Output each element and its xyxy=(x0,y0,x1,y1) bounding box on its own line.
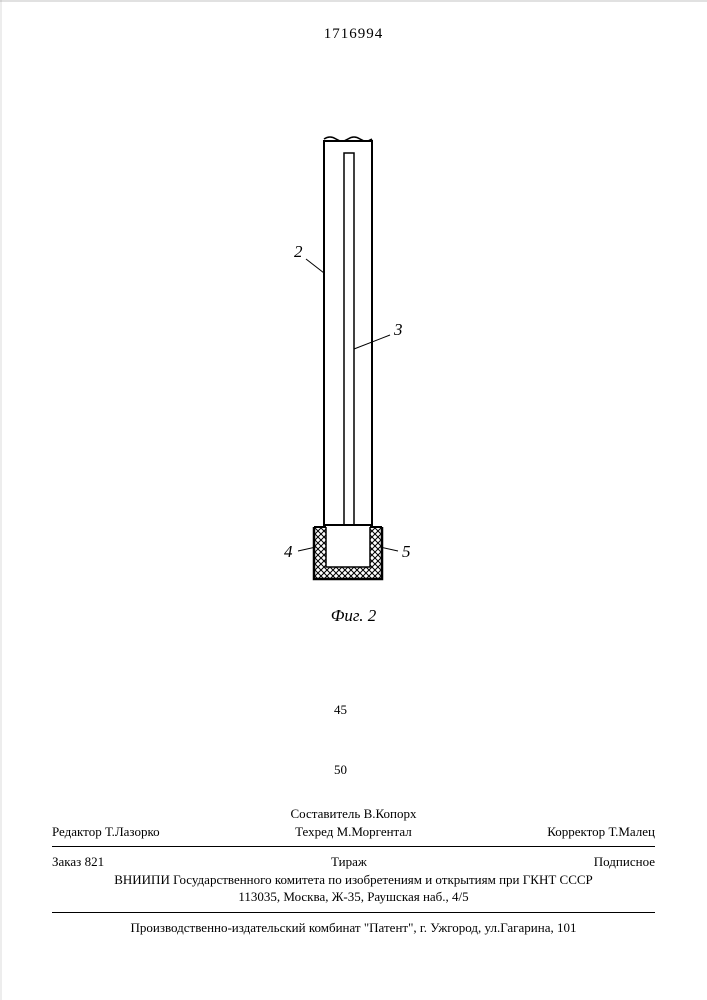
scan-artifact-top xyxy=(0,0,707,2)
patent-page: 1716994 xyxy=(0,0,707,1000)
divider-1 xyxy=(52,846,655,847)
corrector-name: Т.Малец xyxy=(608,824,655,839)
publisher-line: Производственно-издательский комбинат "П… xyxy=(52,919,655,937)
institution: ВНИИПИ Государственного комитета по изоб… xyxy=(52,871,655,906)
editor-name: Т.Лазорко xyxy=(105,824,160,839)
inner-rod xyxy=(344,153,354,525)
outer-tube xyxy=(324,141,372,525)
patent-number: 1716994 xyxy=(0,26,707,43)
corrector: Корректор Т.Малец xyxy=(547,823,655,841)
ref-label-3: 3 xyxy=(393,320,403,339)
institution-line-1: ВНИИПИ Государственного комитета по изоб… xyxy=(52,871,655,889)
order-number: 821 xyxy=(85,854,105,869)
order: Заказ 821 xyxy=(52,853,104,871)
order-label: Заказ xyxy=(52,854,81,869)
corrector-label: Корректор xyxy=(547,824,605,839)
compiler-line: Составитель В.Копорх xyxy=(52,805,655,823)
line-number-45: 45 xyxy=(334,702,347,718)
figure-caption: Фиг. 2 xyxy=(0,606,707,626)
tirazh-label: Тираж xyxy=(331,853,367,871)
institution-line-2: 113035, Москва, Ж-35, Раушская наб., 4/5 xyxy=(52,888,655,906)
credits-row: Редактор Т.Лазорко Техред М.Моргентал Ко… xyxy=(52,823,655,841)
editor-label: Редактор xyxy=(52,824,102,839)
ref-label-2: 2 xyxy=(294,242,303,261)
subscription-label: Подписное xyxy=(594,853,655,871)
compiler-label: Составитель xyxy=(291,806,361,821)
divider-2 xyxy=(52,912,655,913)
ref-label-5: 5 xyxy=(402,542,411,561)
techred-label: Техред xyxy=(295,824,333,839)
socket-cup xyxy=(314,527,382,579)
order-row: Заказ 821 Тираж Подписное xyxy=(52,853,655,871)
line-number-50: 50 xyxy=(334,762,347,778)
leader-2 xyxy=(306,259,324,273)
credits-block: Составитель В.Копорх Редактор Т.Лазорко … xyxy=(52,805,655,936)
techred: Техред М.Моргентал xyxy=(295,823,412,841)
techred-name: М.Моргентал xyxy=(337,824,412,839)
figure-svg: 2 3 4 5 xyxy=(264,135,444,595)
editor: Редактор Т.Лазорко xyxy=(52,823,160,841)
compiler-name: В.Копорх xyxy=(364,806,417,821)
figure-2: 2 3 4 5 xyxy=(0,135,707,615)
ref-label-4: 4 xyxy=(284,542,293,561)
